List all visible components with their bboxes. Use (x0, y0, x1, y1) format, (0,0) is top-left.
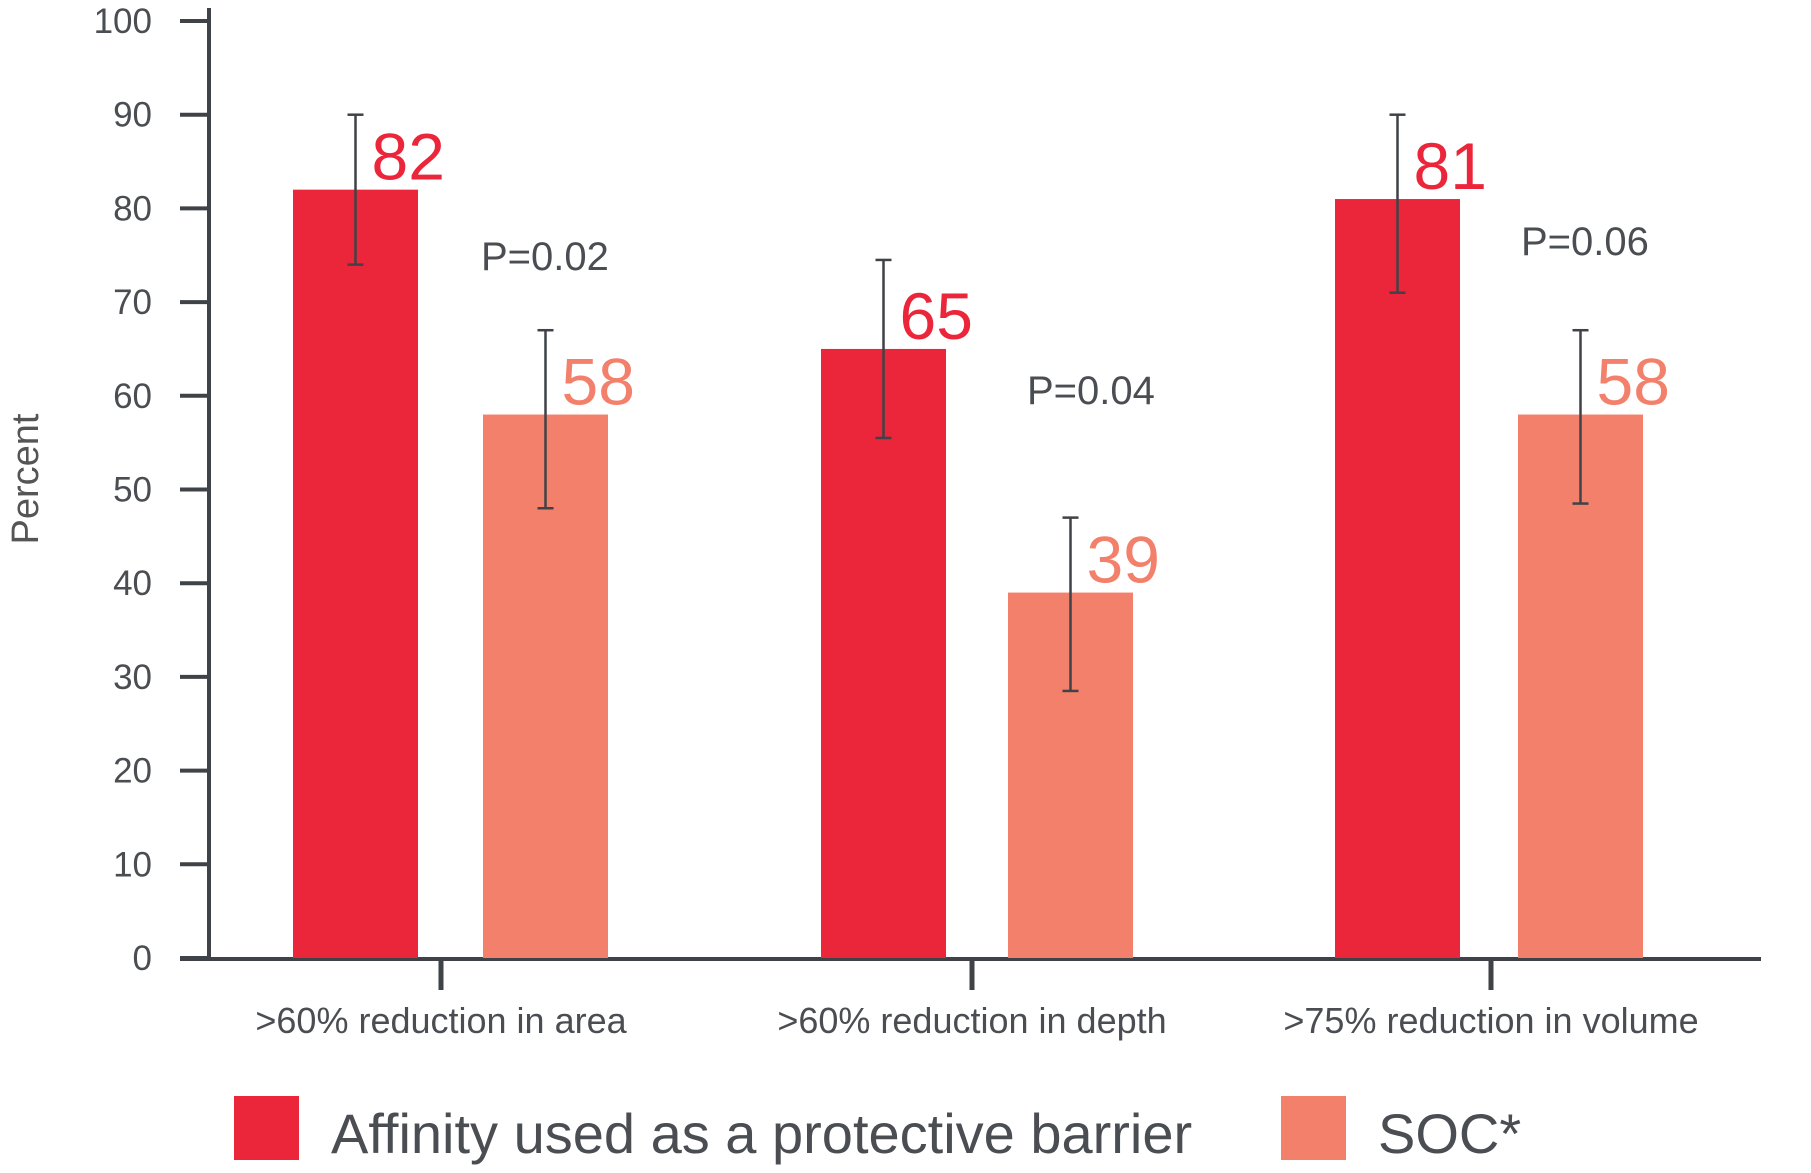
data-label: 82 (372, 120, 445, 194)
legend-label: Affinity used as a protective barrier (331, 1102, 1192, 1165)
y-tick-label: 30 (113, 658, 152, 697)
data-label: 81 (1414, 129, 1487, 203)
x-tick-label: >60% reduction in area (255, 1000, 627, 1041)
data-label: 65 (900, 279, 973, 353)
bar (1335, 199, 1460, 958)
data-label: 58 (562, 345, 635, 419)
bar (293, 189, 418, 958)
legend-swatch (1281, 1096, 1346, 1160)
y-tick-label: 80 (113, 189, 152, 228)
p-value-annotation-depth: P=0.04 (1027, 369, 1155, 413)
x-tick-label: >60% reduction in depth (777, 1000, 1166, 1041)
legend-swatch (234, 1096, 299, 1160)
bar (821, 348, 946, 958)
y-axis-label: Percent (5, 413, 47, 544)
y-tick-label: 10 (113, 845, 152, 884)
y-tick-label: 60 (113, 377, 152, 416)
y-tick-label: 40 (113, 564, 152, 603)
p-value-annotation-volume: P=0.06 (1521, 220, 1649, 264)
y-tick-label: 0 (133, 939, 152, 978)
y-tick-label: 50 (113, 471, 152, 510)
data-label: 58 (1597, 345, 1670, 419)
y-tick-label: 90 (113, 96, 152, 135)
y-tick-label: 70 (113, 283, 152, 322)
y-tick-label: 20 (113, 752, 152, 791)
y-tick-label: 100 (94, 2, 152, 41)
p-value-annotation-area: P=0.02 (481, 235, 609, 279)
bar (1518, 414, 1643, 958)
data-label: 39 (1087, 523, 1160, 597)
x-tick-label: >75% reduction in volume (1283, 1000, 1698, 1041)
legend-label: SOC* (1378, 1102, 1521, 1165)
